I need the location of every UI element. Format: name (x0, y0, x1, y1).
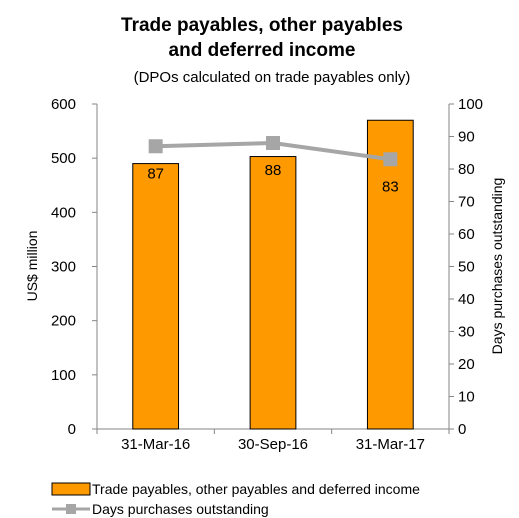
x-tick-label: 31-Mar-16 (121, 436, 190, 453)
y2-tick-label: 10 (458, 389, 475, 406)
y-tick-label: 200 (51, 313, 76, 330)
y2-tick-label: 30 (458, 324, 475, 341)
plot-area: 0 100 200 300 400 500 600 0 10 20 30 40 50 60 70 80 90 10… (51, 96, 483, 453)
y-axis-label: US$ million (24, 231, 40, 302)
dpo-data-label: 88 (265, 162, 282, 179)
y-tick-label: 100 (51, 367, 76, 384)
legend-bar-swatch (51, 482, 91, 496)
dpo-marker (266, 136, 280, 150)
y-tick-label: 300 (51, 259, 76, 276)
y2-tick-label: 80 (458, 161, 475, 178)
x-tick-label: 30-Sep-16 (238, 436, 308, 453)
chart-title-line-2: and deferred income (169, 40, 356, 61)
dpo-marker (148, 139, 163, 154)
y2-tick-label: 90 (458, 129, 475, 146)
bar (249, 156, 297, 430)
legend-line-label: Days purchases outstanding (92, 501, 269, 517)
y2-tick-label: 100 (458, 96, 483, 113)
bar (366, 119, 414, 430)
legend: Trade payables, other payables and defer… (51, 481, 420, 517)
dpo-marker (383, 152, 398, 167)
y-tick-label: 0 (68, 421, 76, 438)
y2-axis-label: Days purchases outstanding (489, 178, 505, 355)
y2-tick-label: 60 (458, 226, 475, 243)
y-tick-label: 400 (51, 204, 76, 221)
y2-tick-label: 50 (458, 259, 475, 276)
y-tick-label: 600 (51, 96, 76, 113)
x-tick-label: 31-Mar-17 (356, 436, 425, 453)
chart-title-line-1: Trade payables, other payables (121, 15, 403, 36)
y2-tick-label: 20 (458, 356, 475, 373)
chart-subtitle: (DPOs calculated on trade payables only) (134, 69, 411, 86)
legend-bar-label: Trade payables, other payables and defer… (92, 481, 420, 497)
y2-tick-label: 0 (458, 421, 466, 438)
bar (132, 163, 180, 430)
y2-tick-label: 40 (458, 291, 475, 308)
dpo-data-label: 87 (147, 165, 164, 182)
y-tick-label: 500 (51, 150, 76, 167)
y2-tick-label: 70 (458, 194, 475, 211)
legend-line-marker (66, 504, 76, 514)
dpo-data-label: 83 (382, 178, 399, 195)
